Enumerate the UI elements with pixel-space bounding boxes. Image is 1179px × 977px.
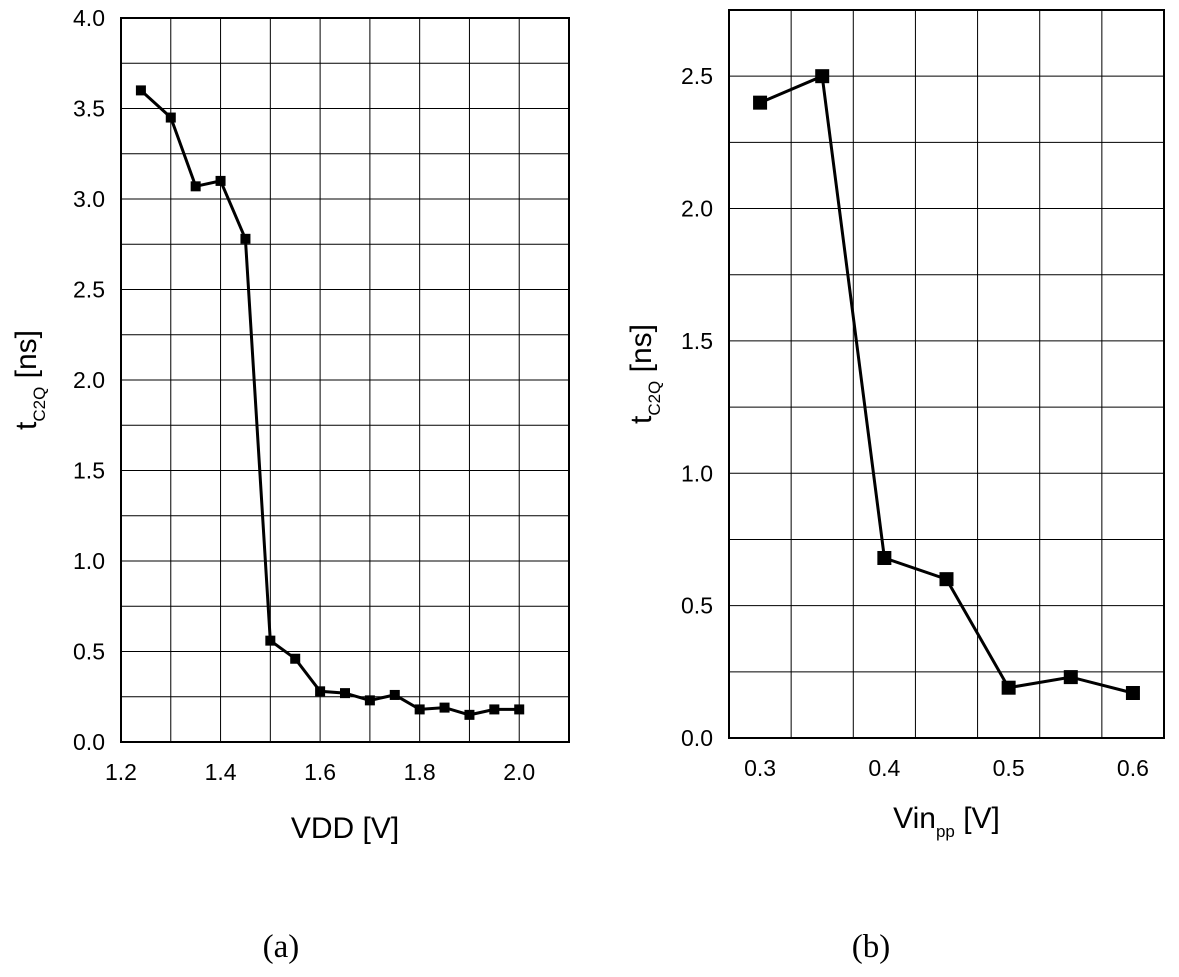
data-point — [1125, 685, 1140, 700]
grid — [728, 9, 1165, 739]
data-point — [439, 702, 450, 713]
data-point — [290, 653, 301, 664]
x-tick-label: 0.6 — [1117, 755, 1149, 781]
y-tick-label: 0.5 — [73, 639, 105, 665]
y-tick-label: 2.5 — [73, 277, 105, 303]
series-line — [759, 74, 1134, 695]
series-line — [139, 89, 520, 717]
data-point — [489, 704, 500, 715]
data-point — [514, 704, 525, 715]
data-point — [165, 112, 176, 123]
grid — [120, 17, 570, 743]
data-point — [265, 635, 276, 646]
y-tick-label: 0.0 — [73, 729, 105, 755]
y-tick-label: 2.0 — [73, 367, 105, 393]
data-point — [215, 175, 226, 186]
data-point — [1063, 670, 1078, 685]
data-point — [315, 686, 326, 697]
x-tick-label: 0.3 — [744, 755, 776, 781]
plot-frame — [728, 9, 1165, 739]
x-tick-label: 2.0 — [503, 759, 535, 785]
y-tick-label: 1.5 — [73, 458, 105, 484]
x-axis-label-unit: [V] — [955, 802, 1000, 835]
y-axis-label-subscript: C2Q — [30, 387, 49, 422]
chart-a: 0.0 0.5 1.0 1.5 2.0 2.5 3.0 3.5 4.0 1.2 1.4 1.6 1.8 2… — [10, 5, 570, 965]
figure-caption: (a) — [263, 929, 300, 965]
plot-frame — [120, 17, 570, 743]
data-point — [414, 704, 425, 715]
data-point — [877, 550, 892, 565]
x-tick-label: 0.4 — [868, 755, 900, 781]
y-tick-label: 1.0 — [73, 548, 105, 574]
y-tick-label: 3.5 — [73, 96, 105, 122]
y-axis-label-subscript: C2Q — [645, 381, 664, 416]
y-tick-label: 3.0 — [73, 186, 105, 212]
y-axis-label-main: t — [10, 421, 43, 430]
data-point — [753, 95, 768, 110]
data-point — [190, 181, 201, 192]
x-axis-label-main: Vin — [893, 802, 936, 835]
y-tick-label: 2.0 — [681, 196, 713, 222]
y-tick-label: 1.5 — [681, 328, 713, 354]
y-axis-label-unit: [ns] — [625, 324, 658, 381]
y-tick-label: 0.0 — [681, 725, 713, 751]
data-point — [815, 69, 830, 84]
x-tick-label: 1.2 — [105, 759, 137, 785]
data-point — [1001, 680, 1016, 695]
x-tick-label: 1.4 — [205, 759, 237, 785]
x-tick-label: 1.8 — [404, 759, 436, 785]
x-tick-label: 0.5 — [993, 755, 1025, 781]
y-tick-label: 1.0 — [681, 460, 713, 486]
data-point — [240, 233, 251, 244]
data-point — [464, 709, 475, 720]
y-axis-label-main: t — [625, 415, 658, 424]
data-point — [364, 695, 375, 706]
x-axis-label: VDD [V] — [291, 812, 399, 845]
data-point — [135, 85, 146, 96]
y-tick-label: 0.5 — [681, 593, 713, 619]
chart-b: 0.0 0.5 1.0 1.5 2.0 2.5 0.3 0.4 0.5 0.6 tC2Q [ns] V… — [625, 9, 1165, 965]
figure-caption: (b) — [852, 929, 890, 965]
y-tick-label: 2.5 — [681, 63, 713, 89]
x-axis-label-subscript: pp — [936, 822, 955, 841]
x-axis-label: Vinpp [V] — [893, 802, 1000, 841]
data-point — [340, 688, 350, 699]
y-axis-label: tC2Q [ns] — [10, 330, 49, 430]
y-axis-label-unit: [ns] — [10, 330, 43, 387]
y-axis-label: tC2Q [ns] — [625, 324, 664, 424]
data-point — [939, 572, 954, 587]
data-point — [389, 689, 400, 700]
y-tick-label: 4.0 — [73, 5, 105, 31]
x-tick-label: 1.6 — [304, 759, 336, 785]
